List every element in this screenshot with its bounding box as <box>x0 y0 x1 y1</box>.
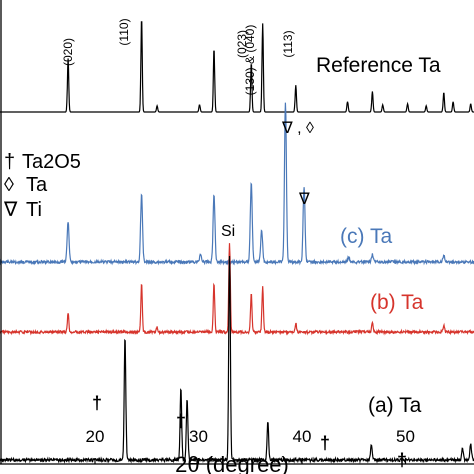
series-line-0 <box>0 21 474 113</box>
legend-marker-ta: ◊ <box>4 174 14 196</box>
peak-label-020: (020) <box>61 38 75 66</box>
peak-label-113: (113) <box>281 30 295 57</box>
legend-label-ta2o5: Ta2O5 <box>22 151 81 173</box>
x-ticks-layer: 20 30 40 50 <box>86 427 415 464</box>
annotation-dagger-4: † <box>397 450 407 470</box>
series-label-reference: Reference Ta <box>316 54 441 77</box>
legend-marker-ta2o5: † <box>4 151 15 173</box>
series-line-3 <box>0 255 474 464</box>
peak-label-130-040: (130) & (040) <box>243 25 257 96</box>
annotation-si: Si <box>221 223 235 240</box>
series-line-1 <box>0 102 474 266</box>
legend-label-ti: Ti <box>26 199 42 221</box>
annotation-dagger-2: † <box>176 411 186 431</box>
series-line-2 <box>0 243 474 336</box>
series-label-c: (c) Ta <box>340 225 392 248</box>
legend-label-ta: Ta <box>26 174 48 196</box>
series-label-b: (b) Ta <box>370 291 424 314</box>
legend: † Ta2O5 ◊ Ta ∇ Ti <box>3 151 81 221</box>
series-label-a: (a) Ta <box>368 394 422 417</box>
peak-label-110: (110) <box>117 18 131 45</box>
x-tick-label: 30 <box>189 427 208 446</box>
annotation-ti-ta: ∇ , ◊ <box>281 120 314 137</box>
curves-layer <box>0 21 474 464</box>
x-tick-label: 50 <box>396 427 415 446</box>
annotation-dagger-3: † <box>320 433 330 453</box>
annotation-dagger-1: † <box>92 393 102 413</box>
peak-label-023: (023) <box>235 30 249 58</box>
legend-marker-ti: ∇ <box>3 199 18 221</box>
x-tick-label: 20 <box>86 427 105 446</box>
annotation-ti: ∇ <box>298 191 310 208</box>
x-axis-title: 2θ (degree) <box>175 452 289 474</box>
x-tick-label: 40 <box>293 427 312 446</box>
